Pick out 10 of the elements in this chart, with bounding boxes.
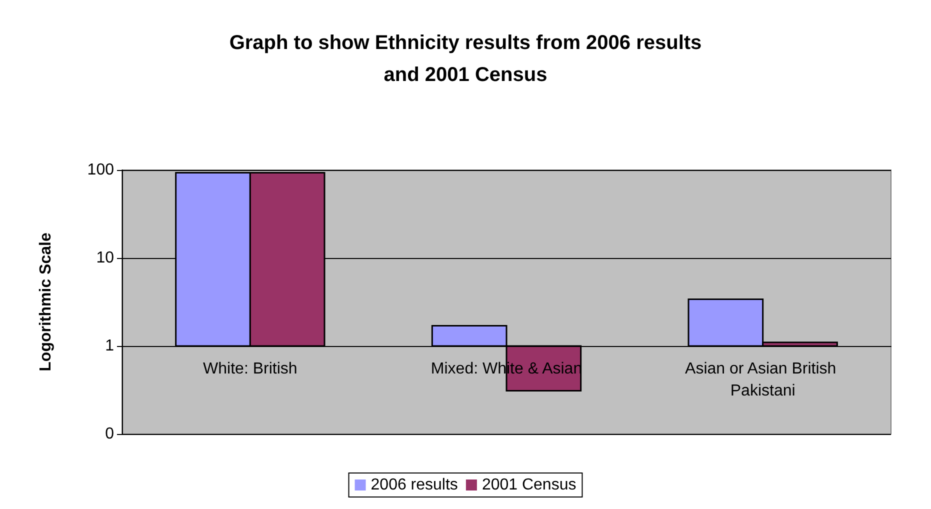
y-tick-label: 10 xyxy=(96,250,114,266)
x-tick-label: Asian or Asian British Pakistani xyxy=(685,360,841,400)
y-tick-label: 100 xyxy=(87,162,114,178)
y-tick-label: 0 xyxy=(105,426,114,442)
x-tick-label: White: British xyxy=(203,360,298,378)
chart-title: Graph to show Ethnicity results from 2006 results and 2001 Census xyxy=(229,32,702,86)
y-axis-title: Logorithmic Scale xyxy=(38,232,54,372)
legend-label: 2001 Census xyxy=(482,476,576,494)
y-tick-label: 1 xyxy=(105,338,114,354)
legend-label: 2006 results xyxy=(370,476,458,494)
